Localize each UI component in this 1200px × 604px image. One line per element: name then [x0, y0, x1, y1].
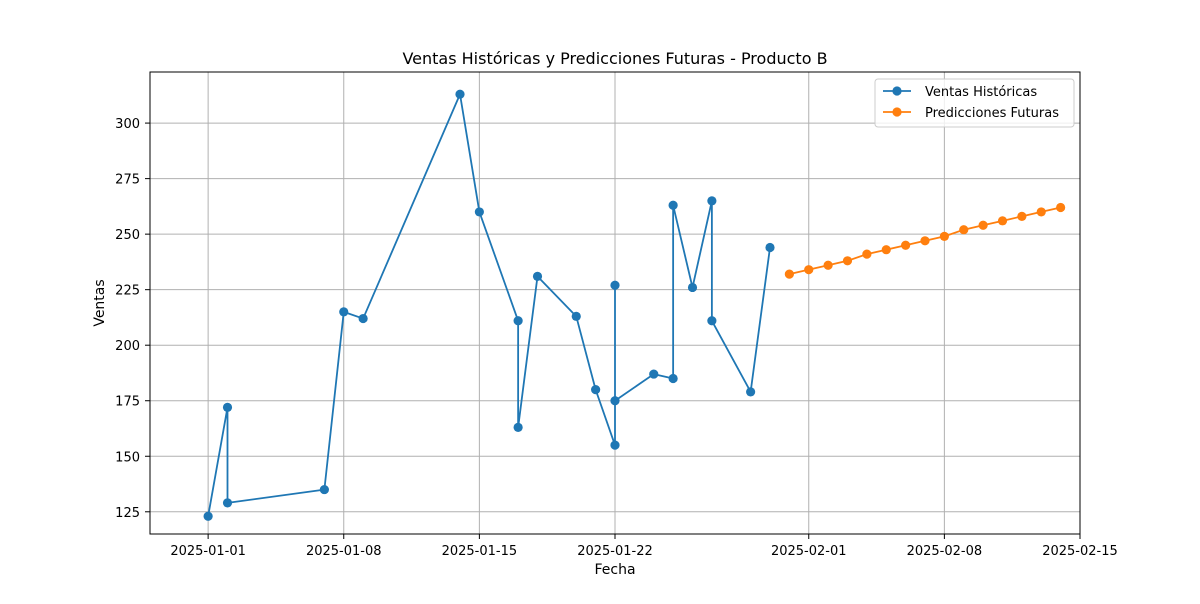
plot-frame [149, 71, 1081, 535]
series-1-point [339, 307, 349, 317]
series-1-point [571, 311, 581, 321]
series-1-point [203, 511, 213, 521]
y-tick-label: 125 [115, 506, 140, 521]
y-tick-label: 250 [115, 228, 140, 243]
series-1-point [610, 280, 620, 290]
series-2-point [939, 231, 949, 241]
y-tick-label: 175 [115, 395, 140, 410]
legend: Ventas Históricas Predicciones Futuras [874, 78, 1075, 128]
y-tick-label: 150 [115, 450, 140, 465]
series-1-point [222, 498, 233, 508]
legend-item-1: Ventas Históricas [883, 85, 1037, 100]
series-2 [784, 202, 1066, 279]
series-1-point [707, 316, 717, 326]
series-1-point [591, 385, 601, 395]
x-tick-label: 2025-01-08 [306, 544, 382, 559]
series-1-point [455, 89, 465, 99]
series-2-point [842, 256, 853, 266]
legend-item-1-label: Ventas Históricas [925, 85, 1037, 100]
series-1-point [358, 313, 368, 324]
y-tick-label: 200 [115, 339, 140, 354]
series-1-point [532, 271, 543, 281]
series-2-point [784, 269, 794, 279]
legend-item-2-label: Predicciones Futuras [925, 106, 1059, 121]
series-1-line [207, 93, 771, 517]
series-2-point [1036, 207, 1046, 217]
series-1-point [319, 484, 329, 495]
y-axis-label: Ventas [92, 279, 108, 326]
series-2-point [978, 220, 988, 230]
series-1-point [746, 387, 756, 397]
chart-title: Ventas Históricas y Predicciones Futuras… [402, 49, 827, 68]
x-tick-label: 2025-02-15 [1042, 544, 1118, 559]
series-2-point [997, 216, 1008, 226]
series-1-point [668, 373, 678, 384]
series-2-point [1056, 202, 1066, 213]
series-2-point [959, 225, 969, 235]
series-2-point [823, 260, 833, 270]
series-1-point [649, 369, 659, 379]
x-tick-label: 2025-01-01 [170, 544, 246, 559]
series-2-point [1017, 211, 1027, 221]
series-1-point [707, 196, 717, 206]
legend-item-1-marker [892, 86, 902, 96]
series-2-point [881, 245, 891, 255]
series-1-point [610, 396, 620, 406]
x-tick-label: 2025-01-22 [577, 544, 653, 559]
y-tick-label: 300 [115, 117, 140, 132]
x-tick-label: 2025-01-15 [442, 544, 518, 559]
series-1-point [222, 402, 233, 412]
series-2-point [804, 265, 814, 275]
series-1-point [474, 207, 484, 217]
series-1 [203, 89, 775, 521]
y-axis-ticks: 125 150 175 200 225 250 275 300 [115, 117, 150, 521]
x-tick-label: 2025-02-08 [907, 544, 983, 559]
legend-frame [874, 78, 1075, 128]
series-2-point [901, 240, 911, 250]
series-1-point [610, 440, 620, 450]
x-tick-label: 2025-02-01 [771, 544, 847, 559]
x-axis-label: Fecha [594, 562, 635, 578]
series-1-point [668, 200, 678, 210]
y-tick-label: 275 [115, 173, 140, 188]
series-1-point [513, 316, 523, 326]
plot-area [203, 89, 1066, 521]
y-tick-label: 225 [115, 284, 140, 299]
legend-item-2-marker [892, 107, 902, 117]
series-2-point [920, 236, 930, 246]
grid [150, 72, 1081, 534]
series-1-point [513, 422, 523, 432]
x-axis-ticks: 2025-01-01 2025-01-08 2025-01-15 2025-01-22… [170, 534, 1118, 559]
series-1-point [687, 282, 698, 293]
series-2-point [862, 249, 872, 259]
series-1-point [765, 242, 775, 253]
legend-item-2: Predicciones Futuras [883, 106, 1059, 121]
